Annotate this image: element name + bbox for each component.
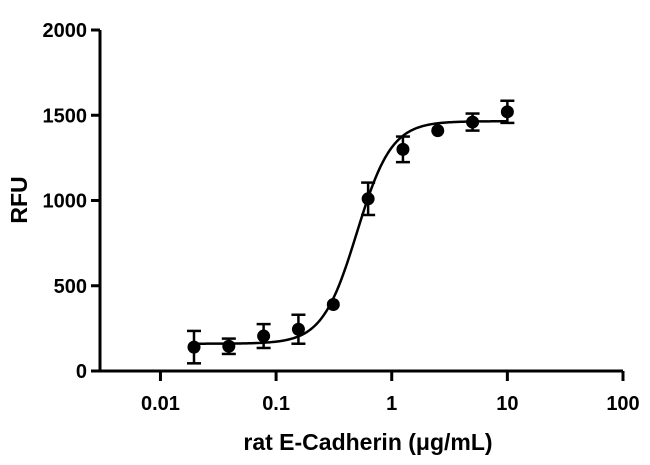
data-point — [256, 322, 271, 350]
point-marker — [291, 322, 305, 336]
point-marker — [431, 124, 445, 138]
y-tick-label: 500 — [54, 276, 87, 298]
y-tick-label: 0 — [76, 361, 87, 383]
y-tick-label: 1500 — [43, 105, 88, 127]
point-marker — [500, 105, 514, 119]
point-marker — [396, 142, 410, 156]
data-points — [187, 99, 515, 365]
y-tick-label: 2000 — [43, 20, 88, 42]
labels: 0 500 1000 1500 2000 0.01 0.1 1 10 100 — [43, 20, 640, 415]
point-marker — [257, 329, 271, 343]
fit-curve-group — [194, 120, 508, 345]
point-marker — [466, 115, 480, 129]
data-point — [500, 99, 515, 125]
point-marker — [187, 340, 201, 354]
x-tick-label: 10 — [496, 393, 518, 415]
axes — [91, 28, 625, 381]
y-tick-label: 1000 — [43, 191, 88, 213]
point-marker — [326, 298, 340, 312]
x-tick-label: 0.01 — [141, 393, 180, 415]
point-marker — [222, 339, 236, 353]
data-point — [221, 337, 236, 356]
data-point — [431, 124, 445, 138]
point-marker — [361, 192, 375, 206]
x-tick-label: 0.1 — [262, 393, 290, 415]
x-tick-label: 1 — [386, 393, 397, 415]
data-point — [465, 112, 480, 132]
x-tick-label: 100 — [606, 393, 639, 415]
data-point — [361, 181, 376, 217]
data-point — [395, 135, 410, 164]
data-point — [291, 313, 306, 345]
x-axis-title: rat E-Cadherin (μg/mL) — [243, 429, 492, 455]
y-axis-title: RFU — [6, 176, 32, 223]
data-point — [187, 329, 202, 365]
fit-curve — [194, 120, 508, 345]
data-point — [326, 298, 340, 312]
